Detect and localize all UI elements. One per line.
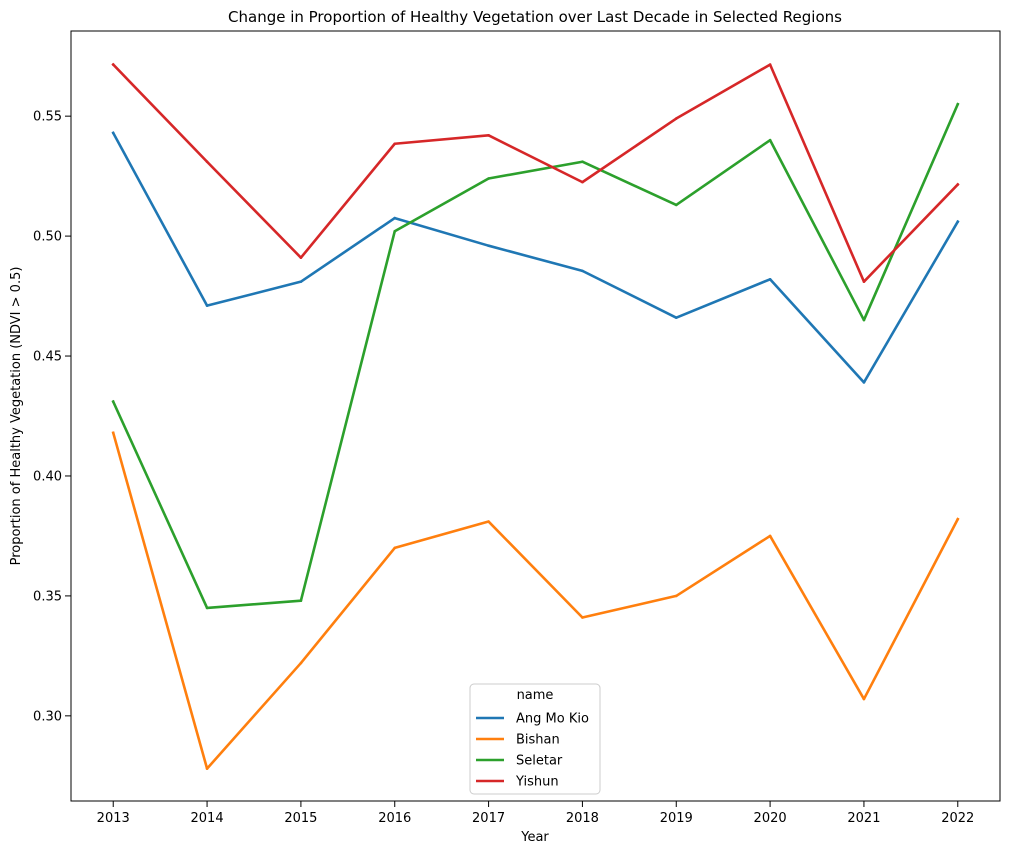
series-layer xyxy=(111,62,960,770)
data-point-ang-mo-kio-2014 xyxy=(205,304,209,307)
chart-title: Change in Proportion of Healthy Vegetati… xyxy=(228,8,842,26)
x-tick-label-2017: 2017 xyxy=(472,811,505,826)
x-tick-label-2014: 2014 xyxy=(191,811,224,826)
legend-label-seletar: Seletar xyxy=(516,754,563,769)
data-point-yishun-2021 xyxy=(862,280,866,283)
data-point-bishan-2017 xyxy=(487,520,490,523)
data-point-seletar-2013 xyxy=(111,400,115,403)
series-line-ang-mo-kio xyxy=(111,131,960,384)
x-tick-label-2018: 2018 xyxy=(566,811,599,826)
data-point-ang-mo-kio-2020 xyxy=(768,277,772,281)
legend-box xyxy=(469,683,601,795)
legend-title: name xyxy=(517,688,554,703)
data-point-bishan-2021 xyxy=(862,697,866,701)
data-point-yishun-2017 xyxy=(487,134,490,137)
legend-items: Ang Mo Kio Bishan Seletar Yishun xyxy=(476,712,589,790)
series-line-seletar xyxy=(111,102,960,610)
data-point-ang-mo-kio-2013 xyxy=(111,131,115,135)
y-tick-label-0.55: 0.55 xyxy=(33,110,62,125)
x-axis: 2013 2014 2015 2016 2017 2018 2019 2020 2021 2022 xyxy=(97,801,974,826)
data-point-yishun-2015 xyxy=(299,256,303,259)
x-tick-label-2015: 2015 xyxy=(284,811,317,826)
data-point-seletar-2021 xyxy=(862,318,866,322)
x-tick-label-2022: 2022 xyxy=(941,811,974,826)
y-axis: 0.30 0.35 0.40 0.45 0.50 0.55 xyxy=(33,110,71,724)
data-point-ang-mo-kio-2015 xyxy=(299,280,303,283)
data-point-seletar-2016 xyxy=(393,230,397,233)
y-tick-label-0.40: 0.40 xyxy=(33,469,62,484)
data-point-bishan-2016 xyxy=(393,546,397,550)
data-point-yishun-2014 xyxy=(205,160,209,164)
data-point-ang-mo-kio-2022 xyxy=(956,220,960,223)
y-axis-label: Proportion of Healthy Vegetation (NDVI >… xyxy=(9,267,24,566)
data-point-yishun-2022 xyxy=(956,183,960,186)
data-point-bishan-2014 xyxy=(205,767,209,770)
data-point-seletar-2017 xyxy=(487,177,490,180)
y-tick-label-0.30: 0.30 xyxy=(33,709,62,724)
x-tick-label-2020: 2020 xyxy=(754,811,787,826)
data-point-bishan-2022 xyxy=(956,517,960,521)
legend-label-bishan: Bishan xyxy=(516,733,560,748)
data-point-yishun-2020 xyxy=(768,63,772,66)
x-tick-label-2021: 2021 xyxy=(847,811,880,826)
series-line-bishan xyxy=(111,431,960,770)
data-point-yishun-2013 xyxy=(111,63,115,66)
data-point-ang-mo-kio-2019 xyxy=(674,316,678,319)
x-tick-label-2016: 2016 xyxy=(378,811,411,826)
series-line-yishun xyxy=(111,62,960,283)
y-tick-label-0.45: 0.45 xyxy=(33,350,62,365)
data-point-bishan-2018 xyxy=(581,616,584,619)
legend-label-ang-mo-kio: Ang Mo Kio xyxy=(516,712,589,727)
data-point-ang-mo-kio-2018 xyxy=(581,269,584,273)
data-point-ang-mo-kio-2016 xyxy=(393,216,397,220)
data-point-seletar-2015 xyxy=(299,599,303,602)
data-point-seletar-2014 xyxy=(205,606,209,610)
data-point-ang-mo-kio-2017 xyxy=(487,244,490,247)
data-point-yishun-2018 xyxy=(581,180,584,184)
data-point-seletar-2022 xyxy=(956,102,960,106)
legend-label-yishun: Yishun xyxy=(515,775,559,790)
data-point-seletar-2019 xyxy=(674,203,678,207)
y-tick-label-0.50: 0.50 xyxy=(33,230,62,245)
data-point-bishan-2019 xyxy=(674,594,678,598)
data-point-seletar-2018 xyxy=(581,160,584,164)
data-point-bishan-2015 xyxy=(299,661,303,665)
x-tick-label-2013: 2013 xyxy=(97,811,130,826)
legend: name Ang Mo Kio Bishan Seletar Yishun xyxy=(469,683,601,795)
x-tick-label-2019: 2019 xyxy=(660,811,693,826)
data-point-ang-mo-kio-2021 xyxy=(862,381,866,384)
data-point-bishan-2013 xyxy=(111,431,115,435)
data-point-yishun-2019 xyxy=(674,117,678,120)
y-tick-label-0.35: 0.35 xyxy=(33,589,62,604)
data-point-bishan-2020 xyxy=(768,534,772,538)
data-point-seletar-2020 xyxy=(768,138,772,142)
data-point-yishun-2016 xyxy=(393,142,397,146)
x-axis-label: Year xyxy=(520,830,549,845)
